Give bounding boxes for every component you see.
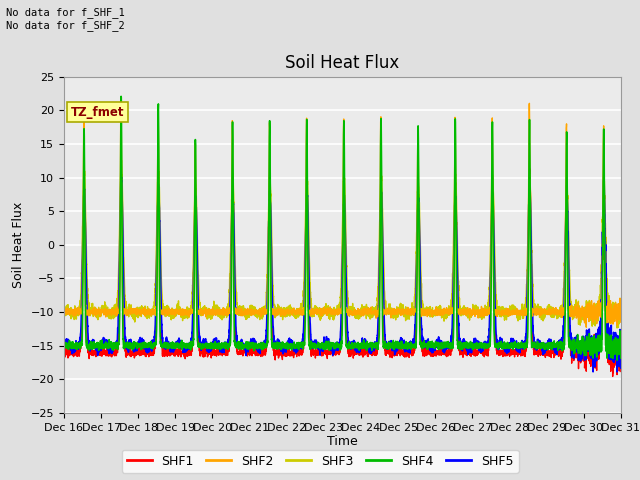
SHF1 [467,350,475,356]
SHF2 [616,308,624,314]
SHF3 [613,325,621,331]
SHF2 [160,309,168,314]
SHF2 [499,311,506,317]
SHF2 [525,100,533,106]
Text: No data for f_SHF_1
No data for f_SHF_2: No data for f_SHF_1 No data for f_SHF_2 [6,7,125,31]
SHF1 [526,166,534,172]
X-axis label: Time: Time [327,435,358,448]
Line: SHF2: SHF2 [64,103,621,327]
SHF4 [322,339,330,345]
SHF3 [60,309,68,314]
Text: TZ_fmet: TZ_fmet [71,106,124,119]
SHF3 [499,304,507,310]
SHF4 [436,343,444,349]
SHF4 [117,94,125,99]
Line: SHF5: SHF5 [64,176,621,372]
Title: Soil Heat Flux: Soil Heat Flux [285,54,399,72]
SHF4 [617,355,625,361]
SHF5 [616,348,624,353]
Y-axis label: Soil Heat Flux: Soil Heat Flux [12,202,25,288]
Line: SHF4: SHF4 [64,96,621,360]
SHF1 [609,373,616,379]
SHF2 [582,324,590,330]
SHF5 [467,342,475,348]
SHF2 [467,310,475,316]
SHF4 [613,357,621,363]
SHF3 [467,314,475,320]
SHF2 [436,311,444,317]
SHF3 [322,306,330,312]
SHF1 [499,351,506,357]
SHF3 [616,316,624,322]
SHF4 [161,342,168,348]
SHF5 [436,342,444,348]
SHF3 [118,157,125,163]
Line: SHF1: SHF1 [64,169,621,376]
SHF4 [499,346,507,352]
SHF5 [613,369,621,375]
SHF4 [467,342,475,348]
SHF1 [322,348,330,353]
SHF1 [60,352,68,358]
SHF2 [60,311,68,317]
Legend: SHF1, SHF2, SHF3, SHF4, SHF5: SHF1, SHF2, SHF3, SHF4, SHF5 [122,450,518,473]
SHF1 [160,353,168,359]
SHF5 [617,365,625,371]
SHF3 [436,309,444,315]
Line: SHF3: SHF3 [64,160,621,328]
SHF5 [600,173,608,179]
SHF4 [616,345,624,351]
SHF3 [617,318,625,324]
SHF1 [436,348,444,354]
SHF3 [161,309,168,314]
SHF5 [160,340,168,346]
SHF1 [617,369,625,374]
SHF5 [60,344,68,350]
SHF5 [322,341,330,347]
SHF5 [499,344,506,349]
SHF2 [322,307,330,313]
SHF4 [60,337,68,343]
SHF2 [617,319,625,325]
SHF1 [616,355,624,361]
